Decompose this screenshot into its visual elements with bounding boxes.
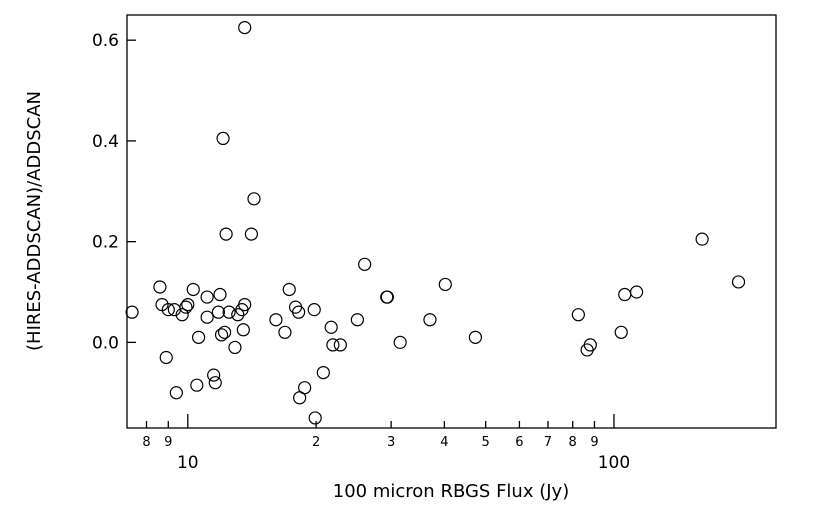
- data-point: [324, 320, 338, 334]
- data-point: [153, 280, 167, 294]
- data-point: [236, 323, 250, 337]
- data-point: [269, 313, 283, 327]
- data-point: [571, 308, 585, 322]
- data-point: [216, 131, 230, 145]
- x-major-tick-label: 10: [177, 453, 199, 473]
- x-major-tick-label: 100: [598, 453, 630, 473]
- x-minor-tick-label: 8: [142, 435, 150, 450]
- data-point: [393, 335, 407, 349]
- x-minor-tick-label: 4: [440, 435, 448, 450]
- data-point: [307, 303, 321, 317]
- y-tick-label: 0.0: [92, 333, 119, 353]
- data-point: [583, 338, 597, 352]
- x-minor-tick-label: 5: [482, 435, 490, 450]
- data-point: [468, 330, 483, 344]
- data-point: [326, 338, 340, 352]
- data-point: [186, 282, 200, 297]
- data-point: [200, 310, 214, 324]
- data-point: [179, 300, 193, 314]
- data-point: [190, 378, 204, 392]
- data-point: [175, 308, 189, 322]
- data-point: [629, 285, 644, 299]
- y-axis-title: (HIRES-ADDSCAN)/ADDSCAN: [24, 91, 45, 351]
- data-point: [350, 313, 364, 327]
- data-point: [292, 305, 306, 319]
- data-point: [244, 227, 258, 241]
- data-point: [125, 305, 139, 319]
- data-point: [278, 325, 292, 339]
- data-point: [423, 313, 437, 327]
- x-minor-tick-label: 2: [312, 435, 320, 450]
- y-tick-label: 0.4: [92, 132, 119, 152]
- data-point: [181, 298, 195, 312]
- data-point: [159, 350, 173, 365]
- data-point: [316, 365, 330, 380]
- x-minor-tick-label: 3: [387, 435, 395, 450]
- data-point: [207, 368, 221, 382]
- data-point: [333, 338, 347, 352]
- plot-frame: [126, 14, 777, 429]
- data-point: [238, 298, 252, 312]
- data-point: [228, 340, 242, 355]
- x-minor-tick-label: 8: [569, 435, 577, 450]
- data-point: [238, 20, 252, 35]
- data-point: [298, 381, 312, 395]
- data-point: [247, 192, 261, 206]
- data-point: [695, 232, 709, 246]
- x-minor-tick-label: 6: [515, 435, 523, 450]
- data-point: [191, 330, 206, 344]
- data-point: [208, 376, 222, 390]
- data-point: [211, 305, 226, 319]
- y-tick-label: 0.2: [92, 233, 119, 253]
- data-point: [731, 275, 746, 289]
- data-point: [169, 386, 183, 400]
- data-point: [200, 290, 214, 304]
- data-point: [218, 325, 232, 339]
- data-point: [380, 290, 394, 304]
- data-point: [219, 227, 233, 241]
- data-point: [438, 277, 452, 292]
- x-minor-tick-label: 9: [164, 435, 172, 450]
- data-point: [308, 411, 322, 425]
- x-minor-tick-label: 9: [590, 435, 598, 450]
- y-tick-label: 0.6: [92, 31, 119, 51]
- data-point: [214, 328, 229, 342]
- data-point: [231, 308, 245, 322]
- x-axis-title: 100 micron RBGS Flux (Jy): [333, 481, 569, 502]
- data-point: [614, 325, 628, 339]
- x-minor-tick-label: 7: [544, 435, 552, 450]
- data-point: [222, 305, 236, 319]
- data-point: [358, 257, 372, 271]
- data-point: [213, 287, 227, 302]
- data-point: [282, 282, 296, 297]
- data-point: [161, 303, 175, 317]
